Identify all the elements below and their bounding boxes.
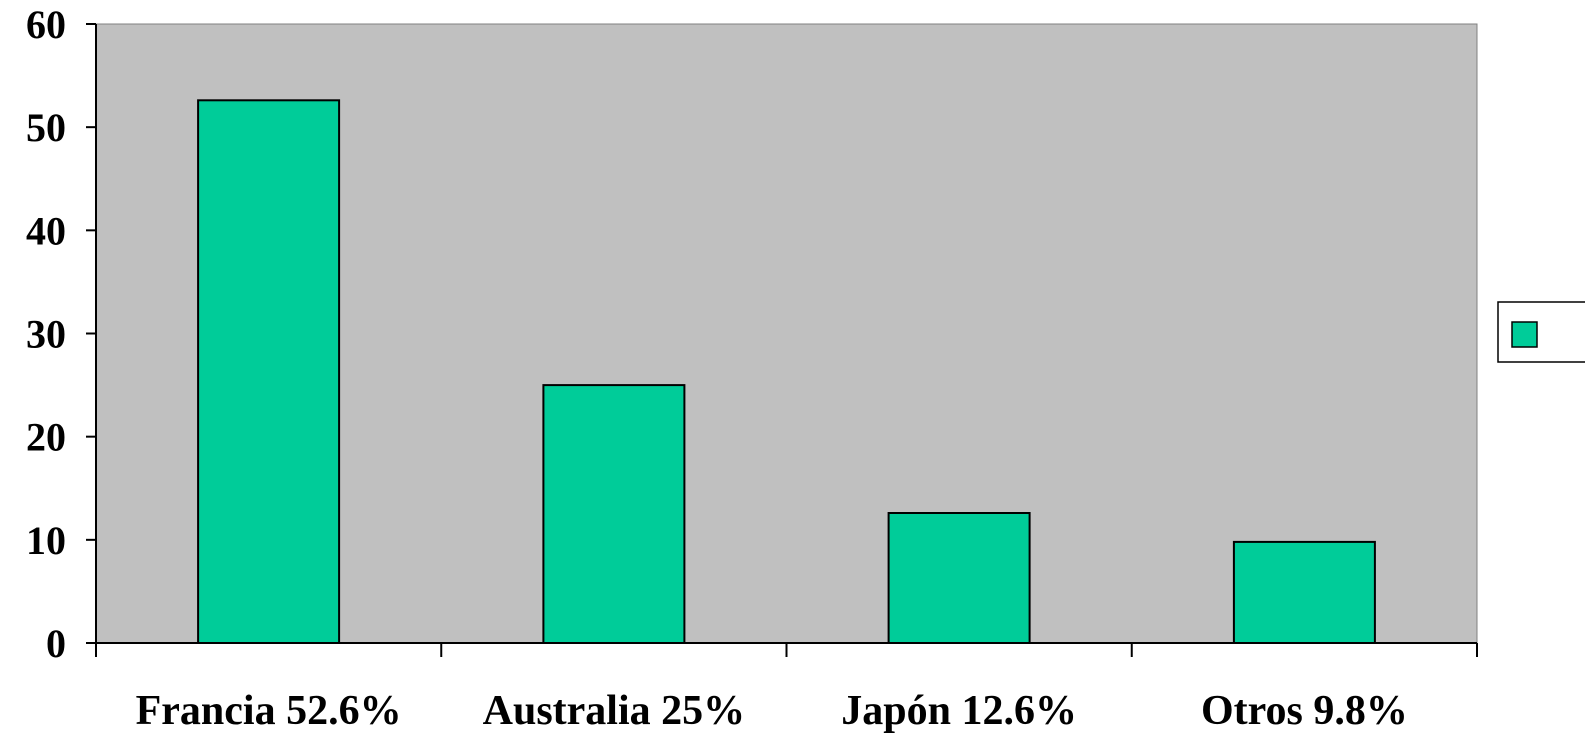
y-axis-ticks: 0 10 20 30 40 50 60 (26, 2, 96, 666)
x-tick-label: Australia 25% (483, 688, 746, 734)
y-tick-label: 60 (26, 2, 66, 47)
y-tick-label: 30 (26, 312, 66, 357)
y-tick-label: 0 (46, 621, 66, 666)
y-tick-label: 40 (26, 208, 66, 253)
y-tick-label: 50 (26, 105, 66, 150)
bars-layer (197, 99, 1376, 645)
legend (1497, 301, 1585, 363)
bar-4 (1232, 540, 1376, 645)
x-tick-label: Japón 12.6% (841, 688, 1077, 734)
x-tick-label: Otros 9.8% (1201, 688, 1408, 734)
legend-box (1497, 301, 1585, 363)
bar-1 (197, 99, 341, 645)
legend-swatch (1511, 321, 1538, 348)
y-tick-label: 10 (26, 518, 66, 563)
x-axis-ticks: Francia 52.6% Australia 25% Japón 12.6% Otr… (95, 643, 1478, 734)
bar-2 (542, 384, 686, 644)
x-tick-label: Francia 52.6% (136, 688, 402, 734)
y-tick-label: 20 (26, 415, 66, 460)
bar-3 (887, 512, 1031, 644)
